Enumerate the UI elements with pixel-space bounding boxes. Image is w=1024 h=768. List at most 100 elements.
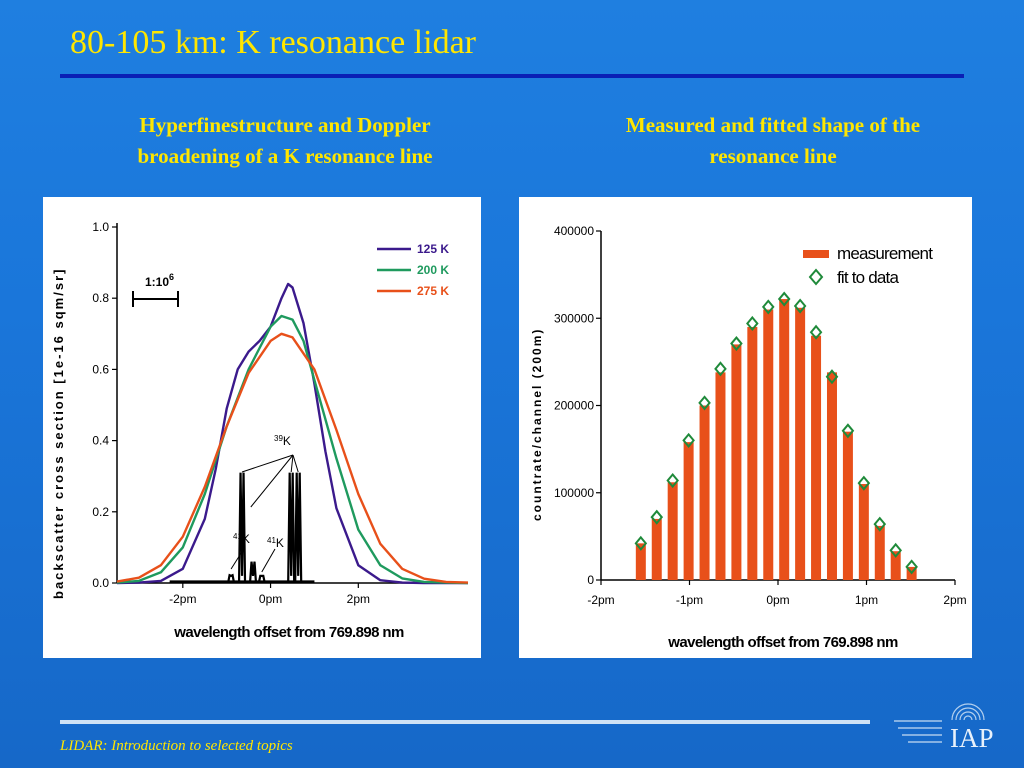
- fit-point: [793, 298, 807, 314]
- legend-label: 200 K: [417, 263, 449, 277]
- legend-swatch: [808, 268, 824, 286]
- left-chart-panel: 0.0 0.2 0.4 0.6 0.8 1.0 -2pm 0pm 2pm 125 K 200 K 2…: [43, 197, 481, 658]
- y-tick-label: 100000: [554, 486, 594, 500]
- hyperfine-line: [287, 472, 296, 584]
- x-tick-label: -1pm: [676, 593, 703, 607]
- y-tick-label: 0.6: [92, 362, 109, 376]
- bar: [826, 372, 837, 580]
- right-subtitle-line-1: Measured and fitted shape of the: [625, 113, 921, 137]
- x-tick-label: -2pm: [169, 592, 196, 606]
- footer-divider: [60, 720, 870, 724]
- y-tick-label: 1.0: [92, 220, 109, 234]
- fit-point: [905, 559, 918, 575]
- y-axis-label: countrate/channel (200m): [530, 328, 544, 521]
- annotation-arrow: [261, 548, 276, 573]
- bar: [635, 543, 646, 580]
- bar: [699, 405, 710, 580]
- bar: [874, 525, 885, 580]
- left-subtitle: Hyperfinestructure and Doppler broadenin…: [80, 110, 490, 172]
- hyperfine-line: [237, 472, 247, 584]
- y-tick-label: 0: [587, 573, 594, 587]
- legend-swatch: [803, 250, 829, 258]
- right-chart-panel: 0 100000 200000 300000 400000 -2pm -1pm 0pm 1pm 2…: [519, 197, 972, 658]
- fit-point: [857, 475, 871, 491]
- bar: [763, 309, 774, 580]
- fit-point: [777, 291, 791, 307]
- bar: [683, 442, 694, 580]
- scale-bar-label: 1:106: [145, 272, 174, 289]
- bar: [842, 431, 853, 580]
- x-tick-label: 1pm: [855, 593, 878, 607]
- fit-point: [841, 423, 855, 439]
- scale-bar-exponent: 6: [169, 272, 174, 282]
- hyperfine-line: [248, 561, 258, 584]
- fit-point: [889, 542, 903, 558]
- annotation-arrow: [292, 454, 299, 473]
- bar: [667, 482, 678, 580]
- fit-point: [761, 299, 775, 315]
- series-line-275K: [116, 332, 469, 584]
- annotation-arrow: [241, 454, 294, 473]
- hyperfine-line: [294, 472, 303, 584]
- x-tick-label: 0pm: [259, 592, 282, 606]
- fit-point: [682, 432, 695, 448]
- bar: [890, 551, 901, 580]
- slide-title: 80-105 km: K resonance lidar: [70, 24, 476, 61]
- annotation-arrow: [230, 546, 246, 570]
- fit-point: [634, 535, 648, 551]
- series-line-125K: [116, 282, 468, 585]
- bar: [715, 372, 726, 580]
- resonance-shape-chart: 0 100000 200000 300000 400000 -2pm -1pm 0pm 1pm 2…: [530, 224, 967, 651]
- x-tick-label: -2pm: [587, 593, 614, 607]
- bar: [747, 326, 758, 580]
- right-subtitle-line-2: resonance line: [709, 144, 837, 168]
- hyperfine-line: [226, 573, 236, 584]
- y-tick-label: 400000: [554, 224, 594, 238]
- y-tick-label: 0.2: [92, 505, 109, 519]
- fit-point: [650, 509, 664, 525]
- legend-label: 125 K: [417, 242, 449, 256]
- y-tick-label: 0.4: [92, 434, 109, 448]
- series-line-200K: [116, 314, 469, 585]
- footer-text: LIDAR: Introduction to selected topics: [60, 738, 293, 754]
- hyperfine-line: [257, 574, 266, 584]
- hyperfine-chart: 0.0 0.2 0.4 0.6 0.8 1.0 -2pm 0pm 2pm 125 K 200 K 2…: [51, 220, 469, 641]
- fit-point: [666, 472, 679, 489]
- left-subtitle-line-2: broadening of a K resonance line: [137, 144, 433, 168]
- bar: [795, 307, 806, 580]
- legend-label: fit to data: [837, 268, 899, 287]
- right-subtitle: Measured and fitted shape of the resonan…: [560, 110, 986, 172]
- logo-text: IAP: [950, 723, 994, 753]
- fit-point: [698, 395, 711, 411]
- y-tick-label: 200000: [554, 399, 594, 413]
- x-axis-label: wavelength offset from 769.898 nm: [173, 624, 404, 641]
- y-tick-label: 0.8: [92, 291, 109, 305]
- x-tick-label: 0pm: [766, 593, 789, 607]
- fit-point: [746, 315, 759, 332]
- fit-point: [873, 516, 887, 532]
- left-subtitle-line-1: Hyperfinestructure and Doppler: [139, 113, 431, 137]
- iap-logo: IAP: [890, 692, 1010, 759]
- y-axis-label: backscatter cross section [1e-16 sqm/sr]: [51, 268, 66, 599]
- bar: [731, 344, 742, 580]
- x-tick-label: 2pm: [347, 592, 370, 606]
- annotation-arrow: [290, 454, 294, 473]
- fit-point: [825, 369, 839, 385]
- fit-point: [714, 361, 727, 377]
- legend-label: 275 K: [417, 284, 449, 298]
- fit-point: [730, 335, 743, 352]
- bar: [651, 518, 662, 580]
- x-tick-label: 2pm: [943, 593, 966, 607]
- title-divider: [60, 74, 964, 78]
- x-axis-label: wavelength offset from 769.898 nm: [667, 634, 898, 651]
- isotope-41K-label: 41K: [233, 532, 250, 546]
- isotope-39K-label: 39K: [274, 434, 291, 448]
- fit-point: [809, 324, 823, 340]
- bar: [811, 335, 822, 580]
- y-tick-label: 0.0: [92, 576, 109, 590]
- annotation-arrow: [250, 454, 294, 508]
- y-tick-label: 300000: [554, 311, 594, 325]
- bar: [779, 299, 790, 580]
- isotope-41K-label: 41K: [267, 536, 284, 550]
- legend-label: measurement: [837, 244, 933, 263]
